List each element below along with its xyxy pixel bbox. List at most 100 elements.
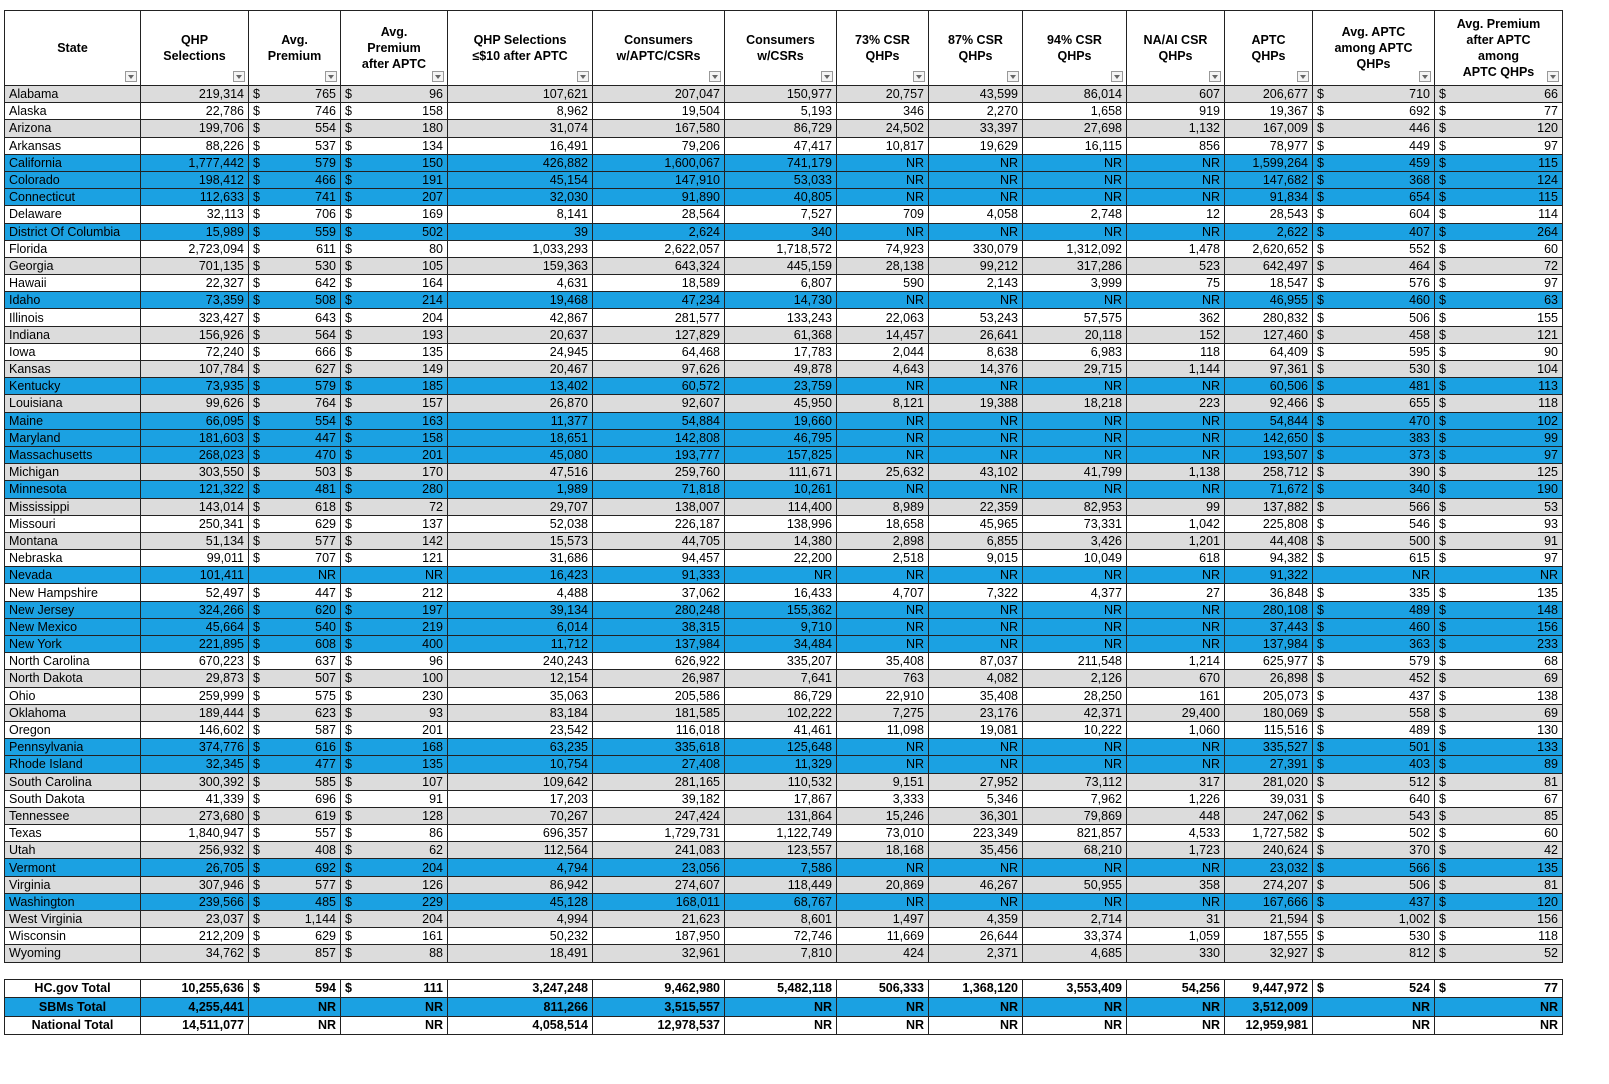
value-cell: 28,250 [1022, 686, 1127, 705]
state-cell: Idaho [4, 291, 141, 310]
value-cell: NR [836, 411, 929, 430]
value-cell: 107,784 [140, 359, 249, 379]
state-cell: Vermont [4, 858, 141, 877]
value-cell: $437 [1312, 892, 1435, 912]
filter-button[interactable] [1419, 71, 1431, 82]
value-cell: 73,359 [140, 291, 249, 310]
state-cell: Delaware [4, 205, 141, 224]
cell-text: 201 [422, 723, 443, 738]
cell-text: 8,601 [800, 912, 832, 927]
cell-text: NR [999, 293, 1018, 308]
cell-text: 643 [315, 310, 336, 325]
value-cell: 12,154 [447, 669, 593, 688]
value-cell: $746 [248, 102, 341, 121]
cell-text: 1,840,947 [188, 826, 244, 841]
currency-symbol: $ [1439, 413, 1446, 428]
table-row: Georgia 701,135 $530 $105 159,363 643,324 445,… [4, 256, 1563, 276]
cell-text: 97 [1544, 448, 1558, 463]
filter-button[interactable] [1297, 71, 1309, 82]
cell-text: 138 [1537, 688, 1558, 703]
currency-symbol: $ [1439, 499, 1446, 514]
value-cell: $163 [340, 411, 448, 430]
cell-text: NR [999, 860, 1018, 875]
cell-text: 91,834 [1269, 190, 1308, 205]
spacer-cell [248, 961, 341, 980]
value-cell: $204 [340, 858, 448, 877]
filter-button[interactable] [1111, 71, 1123, 82]
cell-text: NR [905, 1018, 924, 1033]
value-cell: NR [836, 428, 929, 447]
currency-symbol: $ [1439, 482, 1446, 497]
filter-button[interactable] [1209, 71, 1221, 82]
cell-text: 6,855 [986, 533, 1018, 548]
cell-text: 193 [422, 327, 443, 342]
cell-text: 34,762 [205, 946, 244, 961]
value-cell: 307,946 [140, 875, 249, 894]
currency-symbol: $ [1317, 929, 1324, 944]
value-cell: $148 [1434, 600, 1563, 619]
currency-symbol: $ [1439, 379, 1446, 394]
cell-text: New York [9, 637, 62, 652]
cell-text: 115 [1538, 190, 1558, 205]
value-cell: $63 [1434, 291, 1563, 310]
value-cell: 31 [1126, 909, 1225, 929]
currency-symbol: $ [1317, 860, 1324, 875]
filter-button[interactable] [1547, 71, 1559, 82]
value-cell: $710 [1312, 84, 1435, 104]
currency-symbol: $ [345, 155, 352, 170]
cell-text: 29,400 [1181, 705, 1220, 720]
value-cell: 335,527 [1224, 738, 1313, 757]
value-cell: $618 [248, 497, 341, 516]
value-cell: 221,895 [140, 634, 249, 654]
currency-symbol: $ [1317, 705, 1324, 720]
value-cell: NR [1022, 188, 1127, 207]
value-cell: 741,179 [724, 153, 837, 172]
cell-text: 29,707 [549, 499, 588, 514]
value-cell: 35,456 [928, 841, 1023, 860]
cell-text: 383 [1409, 430, 1430, 445]
value-cell: 11,669 [836, 927, 929, 946]
cell-text: 23,176 [979, 705, 1018, 720]
cell-text: 20,757 [885, 87, 924, 102]
value-cell: 180,069 [1224, 703, 1313, 722]
value-cell: 198,412 [140, 170, 249, 190]
cell-text: 26,641 [979, 327, 1018, 342]
value-cell: $135 [340, 755, 448, 774]
value-cell: 280,108 [1224, 600, 1313, 619]
value-cell: 28,564 [592, 205, 725, 224]
value-cell: 10,261 [724, 480, 837, 499]
cell-text: 27,408 [681, 757, 720, 772]
value-cell: $197 [340, 600, 448, 619]
value-cell: NR [248, 566, 341, 585]
cell-text: 40,805 [793, 190, 832, 205]
cell-text: 81 [1544, 774, 1558, 789]
cell-text: 35,408 [885, 654, 924, 669]
filter-button[interactable] [913, 71, 925, 82]
cell-text: NR [1103, 379, 1122, 394]
value-cell: 187,555 [1224, 927, 1313, 946]
value-cell: 22,063 [836, 308, 929, 327]
filter-button[interactable] [821, 71, 833, 82]
currency-symbol: $ [345, 723, 352, 738]
cell-text: 590 [903, 276, 924, 291]
filter-button[interactable] [1007, 71, 1019, 82]
cell-text: 94,382 [1269, 551, 1308, 566]
value-cell: $68 [1434, 652, 1563, 671]
filter-button[interactable] [709, 71, 721, 82]
cell-text: 696,357 [542, 826, 588, 841]
filter-button[interactable] [233, 71, 245, 82]
cell-text: 39,031 [1269, 791, 1308, 806]
value-cell: 18,589 [592, 274, 725, 293]
filter-button[interactable] [325, 71, 337, 82]
cell-text: 35,063 [549, 688, 588, 703]
filter-button[interactable] [577, 71, 589, 82]
cell-text: 169 [422, 207, 443, 222]
cell-text: NR [1103, 293, 1122, 308]
filter-button[interactable] [125, 71, 137, 82]
filter-button[interactable] [432, 71, 444, 82]
cell-text: 86,729 [793, 121, 832, 136]
value-cell: 34,762 [140, 944, 249, 963]
value-cell: 34,484 [724, 634, 837, 654]
cell-text: 157 [422, 396, 443, 411]
value-cell: 225,808 [1224, 514, 1313, 533]
